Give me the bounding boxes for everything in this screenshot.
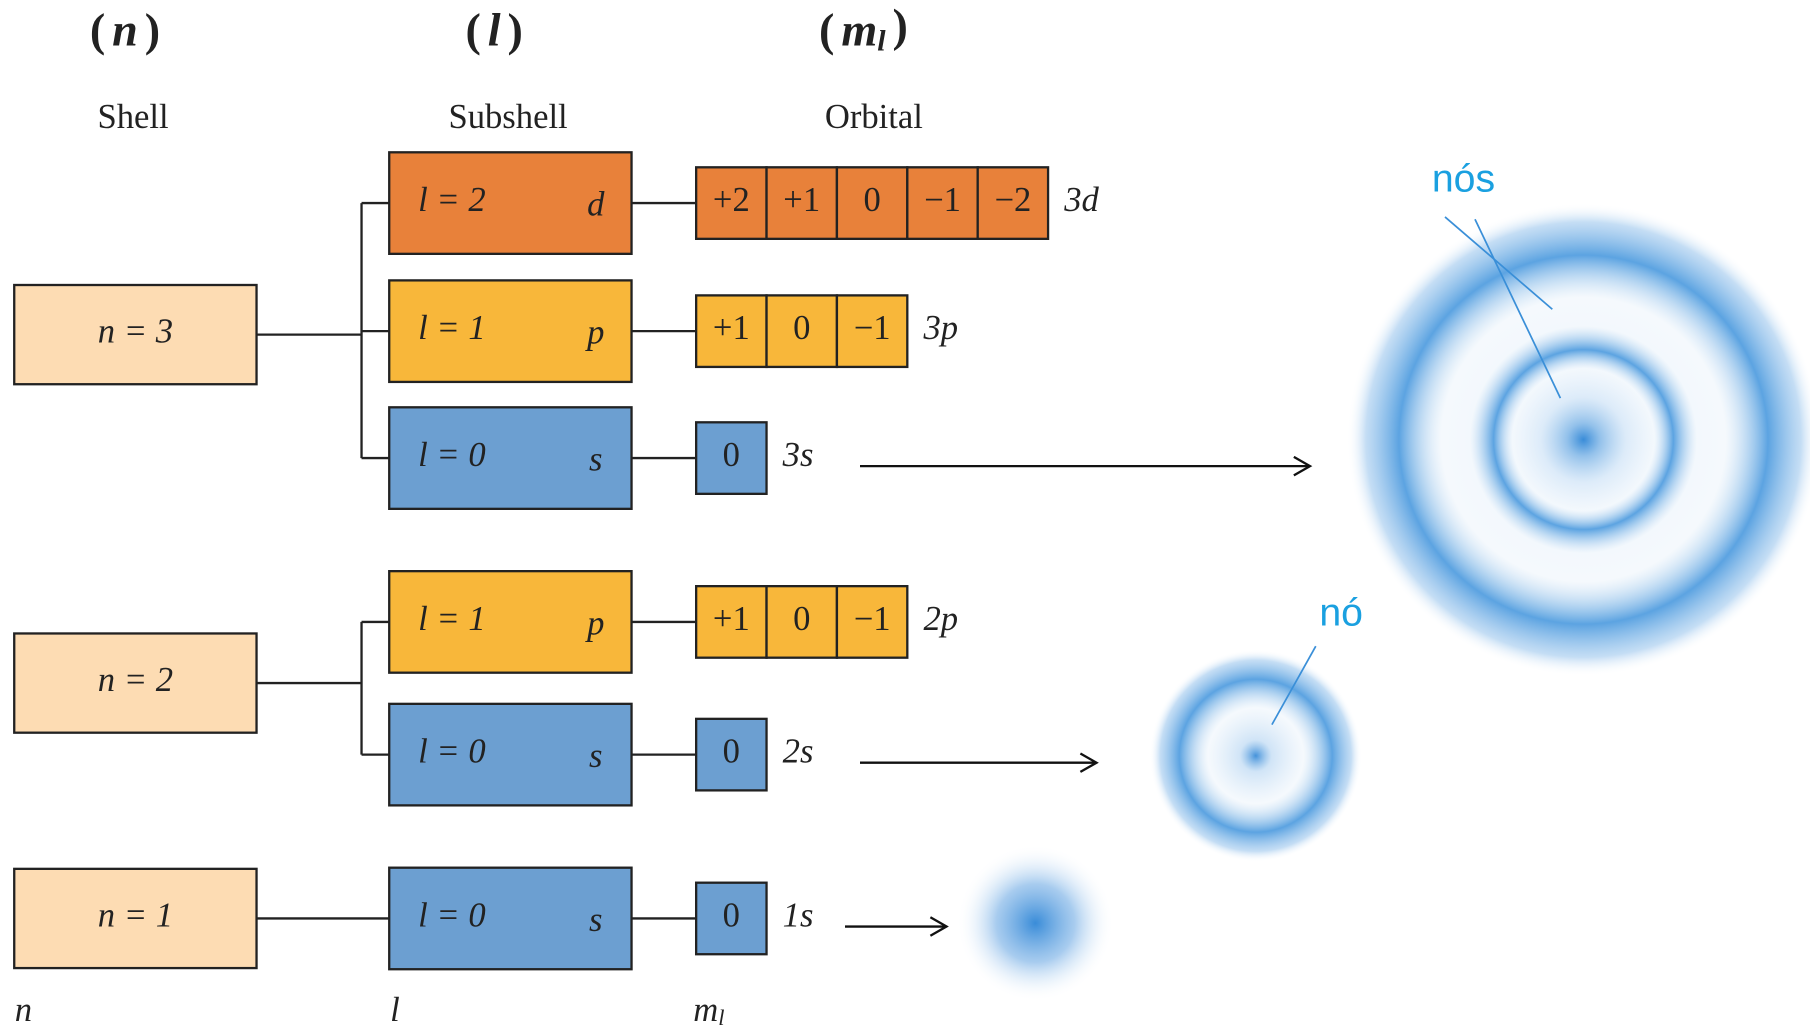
orbital-ml: +1: [783, 181, 820, 219]
bracket: (: [819, 4, 834, 55]
column-title: Subshell: [448, 98, 567, 136]
orbital-ml: −1: [854, 600, 891, 638]
symbol-label: l: [390, 991, 400, 1029]
subshell-letter: p: [584, 604, 604, 642]
bracket: (: [466, 4, 481, 55]
column-title: Orbital: [825, 98, 923, 136]
column-title: Shell: [97, 98, 168, 136]
subscript: l: [877, 25, 886, 58]
orbital-name: 3p: [922, 309, 958, 347]
subshell-letter: p: [584, 314, 604, 352]
orbital-ml: −2: [994, 181, 1031, 219]
subshell-letter: d: [587, 186, 605, 224]
symbol: l: [390, 991, 400, 1029]
bracket: ): [508, 4, 523, 55]
orbital-ml: 0: [793, 309, 810, 347]
orbital-cloud-2s: [1150, 650, 1362, 862]
orbital-diagram: (n)(l)(ml)nlmlShellSubshellOrbitaln = 3l…: [0, 0, 1810, 1035]
subshell-label: l = 0: [418, 436, 486, 474]
orbital-name: 3d: [1063, 181, 1099, 219]
bracket: ): [893, 0, 908, 50]
orbital-ml: 0: [863, 181, 880, 219]
annotation: nós: [1432, 157, 1495, 201]
orbital-ml: 0: [723, 733, 740, 771]
subshell-letter: s: [589, 901, 602, 939]
orbital-name: 1s: [783, 896, 814, 934]
orbital-ml: 0: [793, 600, 810, 638]
subshell-label: l = 0: [418, 896, 486, 934]
orbital-ml: 0: [723, 436, 740, 474]
bracket: ): [145, 4, 160, 55]
orbital-ml: +1: [713, 600, 750, 638]
annotation: nó: [1319, 590, 1363, 634]
symbol-label: (n): [90, 4, 160, 55]
symbol: n: [112, 4, 138, 55]
orbital-name: 3s: [782, 436, 814, 474]
subshell-label: l = 1: [418, 600, 486, 638]
subshell-letter: s: [589, 737, 602, 775]
symbol: l: [488, 4, 501, 55]
symbol-label: (ml): [819, 0, 908, 58]
symbol-label: ml: [693, 991, 724, 1030]
symbol: m: [841, 4, 877, 55]
orbital-cloud-1s: [957, 845, 1114, 1002]
subshell-label: l = 2: [418, 181, 486, 219]
subshell-label: l = 0: [418, 733, 486, 771]
shell-label: n = 3: [98, 313, 173, 351]
orbital-name: 2p: [923, 600, 958, 638]
symbol-label: (l): [466, 4, 523, 55]
subshell-letter: s: [589, 441, 602, 479]
orbital-ml: +2: [713, 181, 750, 219]
orbital-cloud-3s: [1347, 203, 1810, 676]
shell-label: n = 2: [98, 661, 173, 699]
orbital-ml: −1: [924, 181, 961, 219]
symbol: n: [15, 991, 32, 1029]
subshell-label: l = 1: [418, 309, 486, 347]
symbol-label: n: [15, 991, 32, 1029]
orbital-ml: 0: [723, 896, 740, 934]
symbol: m: [693, 991, 718, 1029]
shell-label: n = 1: [98, 896, 173, 934]
bracket: (: [90, 4, 105, 55]
orbital-ml: −1: [854, 309, 891, 347]
orbital-name: 2s: [783, 733, 814, 771]
subscript: l: [718, 1005, 724, 1030]
orbital-ml: +1: [713, 309, 750, 347]
